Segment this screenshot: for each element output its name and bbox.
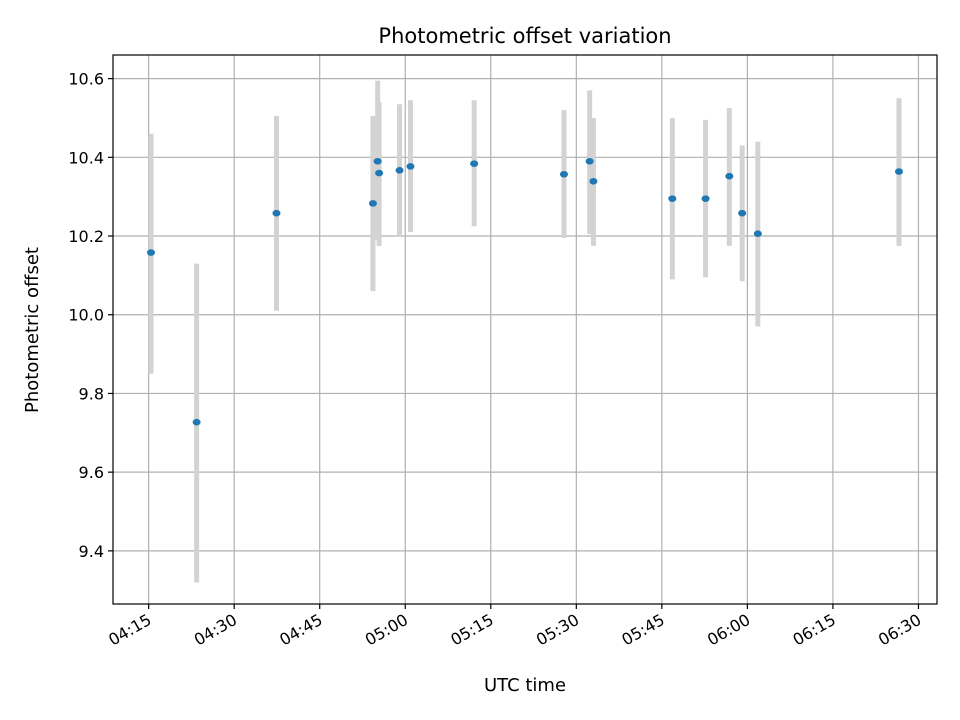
data-point bbox=[470, 160, 479, 167]
data-point bbox=[668, 195, 677, 202]
y-tick-label: 9.8 bbox=[79, 384, 104, 403]
data-point bbox=[375, 169, 384, 177]
y-tick-label: 10.6 bbox=[68, 70, 104, 89]
chart-title: Photometric offset variation bbox=[378, 24, 671, 48]
data-point bbox=[373, 157, 382, 165]
data-point bbox=[406, 163, 415, 170]
data-point bbox=[894, 168, 903, 175]
data-points bbox=[147, 157, 903, 426]
data-point bbox=[147, 249, 156, 256]
y-tick-label: 9.4 bbox=[79, 542, 104, 561]
data-point bbox=[585, 157, 594, 165]
data-point bbox=[192, 418, 201, 426]
data-point bbox=[272, 209, 281, 217]
data-point bbox=[725, 172, 734, 180]
data-point bbox=[753, 230, 762, 237]
data-point bbox=[559, 170, 568, 178]
x-axis-label: UTC time bbox=[484, 675, 566, 696]
y-tick-label: 10.2 bbox=[68, 227, 104, 246]
data-point bbox=[738, 209, 747, 217]
plot-frame bbox=[112, 54, 938, 605]
data-point bbox=[701, 195, 710, 202]
y-axis-ticks: 9.4 9.6 9.8 10.0 10.2 10.4 10.6 bbox=[68, 70, 113, 561]
y-tick-label: 9.6 bbox=[79, 463, 104, 482]
y-axis-label: Photometric offset bbox=[22, 247, 43, 413]
y-tick-label: 10.4 bbox=[68, 148, 104, 167]
y-tick-label: 10.0 bbox=[68, 306, 104, 325]
data-point bbox=[395, 167, 404, 174]
data-point bbox=[368, 200, 377, 207]
data-point bbox=[589, 178, 598, 185]
grid-lines bbox=[113, 55, 937, 604]
